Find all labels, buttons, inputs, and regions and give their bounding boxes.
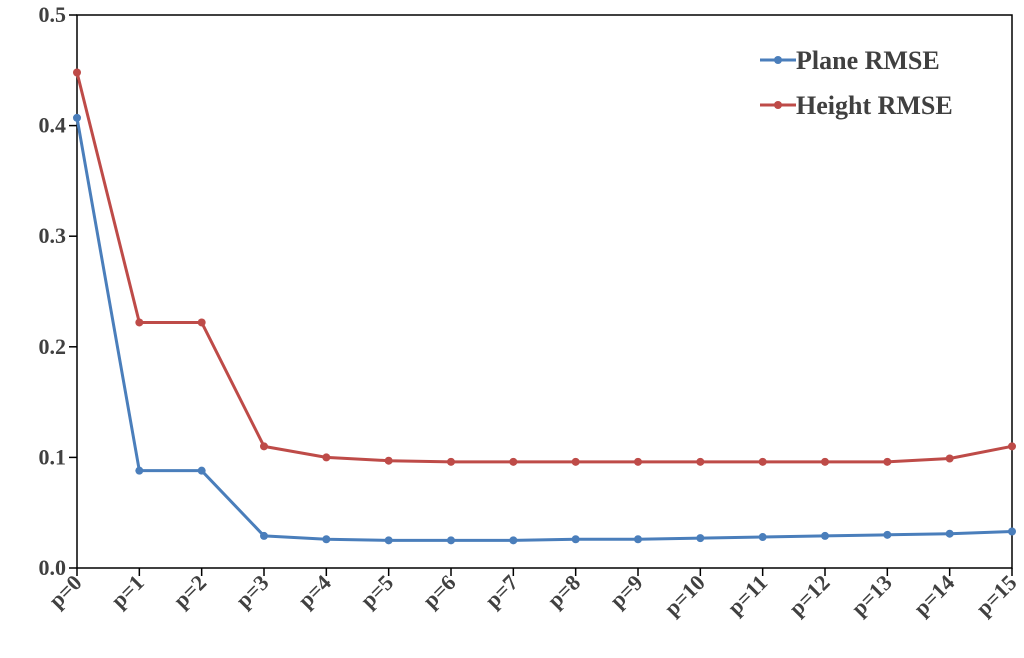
data-point [509, 457, 518, 466]
series-line [75, 117, 1013, 542]
data-point [1008, 442, 1016, 451]
x-tick-label: p=5 [355, 570, 398, 613]
data-point [260, 442, 268, 451]
data-point [571, 457, 580, 466]
data-point [384, 456, 393, 465]
data-point [883, 530, 892, 539]
legend-swatch-marker [774, 101, 782, 109]
data-point [821, 531, 829, 540]
data-point [197, 318, 206, 327]
y-tick-label: 0.0 [39, 555, 67, 580]
data-point [135, 466, 144, 475]
data-point [73, 113, 81, 122]
data-point [197, 466, 206, 475]
data-point [945, 454, 954, 463]
data-point [1008, 527, 1016, 536]
axes [76, 14, 1013, 569]
x-axis-ticks: p=0 p=1 p=2 p=3 p=4 p=5 p=6 p=7 p=8 p=9 p=10 p=11 p=… [44, 568, 1022, 621]
legend: Plane RMSE Height RMSE [760, 46, 953, 120]
x-tick-label: p=1 [106, 570, 149, 613]
data-point [945, 529, 954, 538]
y-tick-label: 0.5 [39, 2, 67, 27]
data-point [634, 457, 642, 466]
legend-swatch-marker [774, 56, 782, 64]
series-layer [73, 68, 1016, 545]
data-point [384, 536, 393, 545]
x-tick-label: p=13 [846, 570, 897, 621]
data-point [322, 453, 331, 462]
legend-item: Height RMSE [760, 91, 953, 120]
legend-label: Plane RMSE [796, 46, 940, 75]
legend-label: Height RMSE [796, 91, 953, 120]
data-point [135, 318, 144, 327]
x-tick-label: p=9 [605, 570, 648, 613]
x-tick-label: p=6 [418, 570, 461, 613]
data-point [821, 457, 829, 466]
legend-item: Plane RMSE [760, 46, 940, 75]
data-point [322, 535, 331, 544]
data-point [696, 457, 705, 466]
data-point [758, 533, 767, 542]
data-point [73, 68, 81, 77]
series-height-rmse [73, 68, 1016, 466]
data-point [447, 536, 455, 545]
y-tick-label: 0.3 [39, 223, 67, 248]
y-axis-ticks: 0.0 0.1 0.2 0.3 0.4 0.5 [39, 2, 77, 580]
data-point [883, 457, 892, 466]
y-tick-label: 0.1 [39, 444, 67, 469]
x-tick-label: p=8 [542, 570, 585, 613]
data-point [758, 457, 767, 466]
plot-frame [76, 14, 1013, 569]
x-tick-label: p=3 [231, 570, 274, 613]
x-tick-label: p=4 [293, 570, 336, 613]
data-point [696, 534, 705, 543]
x-tick-label: p=11 [722, 570, 772, 620]
x-tick-label: p=2 [168, 570, 211, 613]
y-tick-label: 0.4 [39, 113, 67, 138]
x-tick-label: p=10 [659, 570, 710, 621]
data-point [260, 531, 268, 540]
series-plane-rmse [73, 113, 1016, 545]
data-point [634, 535, 642, 544]
data-point [509, 536, 518, 545]
series-line [75, 72, 1013, 464]
x-tick-label: p=14 [908, 570, 959, 621]
data-point [447, 457, 455, 466]
x-tick-label: p=7 [480, 570, 523, 613]
data-point [571, 535, 580, 544]
x-tick-label: p=15 [971, 570, 1022, 621]
x-tick-label: p=12 [784, 570, 835, 621]
y-tick-label: 0.2 [39, 334, 67, 359]
